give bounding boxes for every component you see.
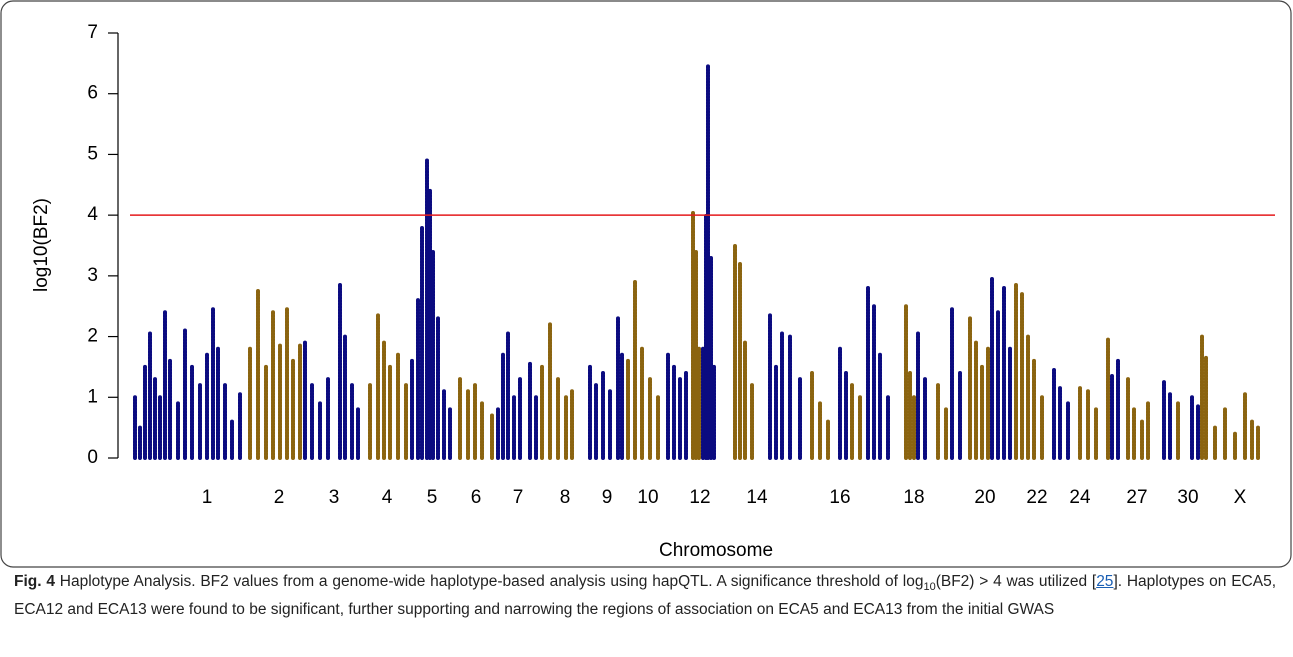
caption-text: BF2 values from a genome-wide haplotype-… <box>200 573 924 590</box>
x-tick-label: 6 <box>471 487 482 508</box>
x-tick-label: 24 <box>1069 487 1091 508</box>
caption-text: (BF2) > 4 was utilized [ <box>935 573 1097 590</box>
x-tick-label: 3 <box>329 487 340 508</box>
x-tick-label: 5 <box>427 487 438 508</box>
figure-frame <box>0 0 1292 568</box>
caption: Fig. 4 Haplotype Analysis. BF2 values fr… <box>14 571 1276 621</box>
caption-subscript: 10 <box>923 581 936 594</box>
y-axis-title: log10(BF2) <box>31 198 52 292</box>
x-tick-label: 27 <box>1126 487 1147 508</box>
y-tick-label: 7 <box>87 22 98 43</box>
x-tick-label: 10 <box>637 487 658 508</box>
caption-text: ]. Haplotypes on ECA5, ECA12 and ECA13 w… <box>14 573 1276 618</box>
y-tick-label: 0 <box>87 447 98 468</box>
y-tick-label: 6 <box>87 83 98 104</box>
reference-link[interactable]: 25 <box>1096 573 1114 590</box>
y-tick-label: 1 <box>87 386 98 407</box>
x-tick-label: 30 <box>1177 487 1198 508</box>
x-tick-label: 1 <box>202 487 213 508</box>
x-tick-label: 22 <box>1026 487 1047 508</box>
x-axis-title: Chromosome <box>659 540 773 561</box>
x-tick-label: 16 <box>829 487 850 508</box>
x-tick-label: 2 <box>274 487 285 508</box>
x-tick-label: 9 <box>602 487 613 508</box>
x-tick-label: 14 <box>746 487 768 508</box>
caption-title: Haplotype Analysis. <box>59 573 196 590</box>
y-tick-label: 5 <box>87 143 98 164</box>
x-tick-label: 20 <box>974 487 995 508</box>
y-tick-label: 4 <box>87 204 98 225</box>
caption-label: Fig. 4 <box>14 573 55 590</box>
x-tick-label: 7 <box>513 487 524 508</box>
x-tick-label: 18 <box>903 487 924 508</box>
x-tick-label: 12 <box>689 487 710 508</box>
x-tick-label: 4 <box>382 487 393 508</box>
y-tick-label: 3 <box>87 265 98 286</box>
y-tick-label: 2 <box>87 326 98 347</box>
x-tick-label: X <box>1234 487 1247 508</box>
x-tick-label: 8 <box>560 487 571 508</box>
